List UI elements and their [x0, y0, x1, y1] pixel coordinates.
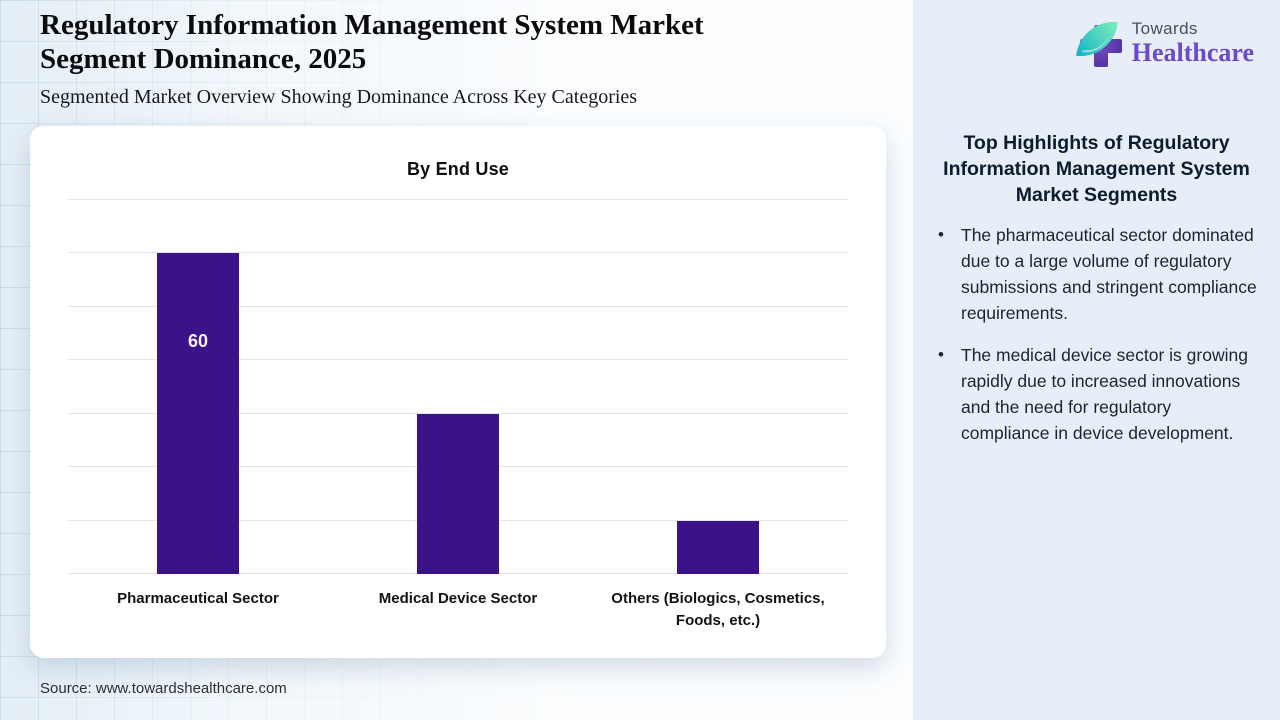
bar-medical-device-sector	[417, 413, 499, 574]
bar-value-label: 60	[187, 331, 209, 352]
chart-card: By End Use 60 Pharmaceutical Sector Medic…	[30, 126, 886, 658]
logo-text-healthcare: Healthcare	[1131, 38, 1254, 67]
highlights-bullet-list: • The pharmaceutical sector dominated du…	[938, 222, 1260, 462]
page-title-line-1: Regulatory Information Management System…	[40, 9, 704, 41]
highlights-heading: Top Highlights of Regulatory Information…	[943, 132, 1250, 206]
logo-text-towards: Towards	[1131, 19, 1198, 38]
bullet-point-icon: •	[938, 225, 944, 244]
bar-pharmaceutical-sector: 60	[157, 253, 239, 574]
chart-gridline	[68, 412, 848, 414]
list-item: • The medical device sector is growing r…	[938, 342, 1260, 446]
bullet-point-icon: •	[938, 345, 944, 364]
source-attribution: Source: www.towardshealthcare.com	[40, 680, 287, 697]
chart-gridline	[68, 199, 848, 200]
page-subtitle: Segmented Market Overview Showing Domina…	[40, 86, 638, 108]
bar-others-biologics-cosmetics-foods-etc	[677, 520, 759, 574]
cross-leaf-logo-icon	[1075, 16, 1125, 70]
chart-title: By End Use	[406, 159, 510, 179]
bullet-text: The medical device sector is growing rap…	[961, 345, 1248, 443]
chart-plot: 60	[68, 199, 848, 574]
towards-healthcare-logo: Towards Healthcare	[1075, 16, 1254, 70]
page-title: Regulatory Information Management System…	[40, 8, 890, 76]
x-axis-label: Pharmaceutical Sector	[117, 590, 279, 607]
chart-gridline	[68, 305, 848, 307]
list-item: • The pharmaceutical sector dominated du…	[938, 222, 1260, 326]
x-axis-label: Medical Device Sector	[378, 590, 538, 607]
page-title-line-2: Segment Dominance, 2025	[40, 43, 367, 75]
bullet-text: The pharmaceutical sector dominated due …	[961, 225, 1257, 323]
highlights-sidebar: Towards Healthcare Top Highlights of Reg…	[913, 0, 1280, 720]
main-content-area: Regulatory Information Management System…	[0, 0, 913, 720]
x-axis-label: Others (Biologics, Cosmetics, Foods, etc…	[611, 590, 825, 629]
chart-gridline	[68, 252, 848, 254]
chart-gridline	[68, 359, 848, 361]
logo-wordmark: Towards Healthcare	[1132, 20, 1254, 66]
x-axis-labels-row: Pharmaceutical Sector Medical Device Sect…	[68, 588, 848, 632]
